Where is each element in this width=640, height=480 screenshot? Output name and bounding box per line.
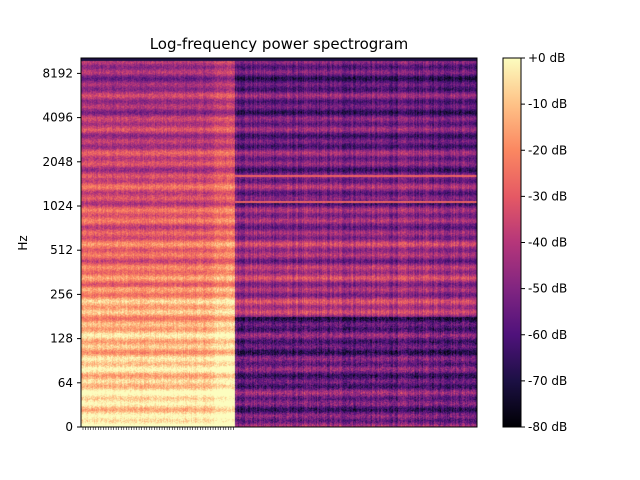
colorbar-ticks: +0 dB -10 dB -20 dB -30 dB -40 dB -50 dB -60 d… [521,51,567,434]
y-tick-label: 1024 [42,199,73,213]
chart-title: Log-frequency power spectrogram [150,35,409,53]
colorbar: +0 dB -10 dB -20 dB -30 dB -40 dB -50 dB -60 d… [502,51,567,434]
colorbar-tick-label: -60 dB [528,328,567,342]
colorbar-tick-label: -80 dB [528,420,567,434]
y-tick-label: 512 [50,243,73,257]
y-axis-label: Hz [16,235,30,250]
y-tick-label: 8192 [42,66,73,80]
colorbar-tick-label: -30 dB [528,189,567,203]
spectrogram-heatmap [81,58,477,427]
colorbar-tick-label: -40 dB [528,236,567,250]
spectrogram-plot [80,57,478,430]
y-tick-label: 2048 [42,155,73,169]
colorbar-tick-label: -10 dB [528,97,567,111]
colorbar-tick-label: +0 dB [528,51,565,65]
y-tick-label: 128 [50,332,73,346]
y-tick-label: 4096 [42,111,73,125]
y-tick-label: 64 [58,376,73,390]
plot-frame [80,57,478,428]
x-axis-ticks [82,427,234,430]
colorbar-gradient [503,58,521,427]
colorbar-tick-label: -70 dB [528,374,567,388]
colorbar-tick-label: -20 dB [528,143,567,157]
colorbar-tick-label: -50 dB [528,282,567,296]
y-tick-label: 256 [50,287,73,301]
y-axis: 0 64 128 256 512 1024 2048 4096 8192 [42,66,81,434]
y-tick-label: 0 [65,420,73,434]
